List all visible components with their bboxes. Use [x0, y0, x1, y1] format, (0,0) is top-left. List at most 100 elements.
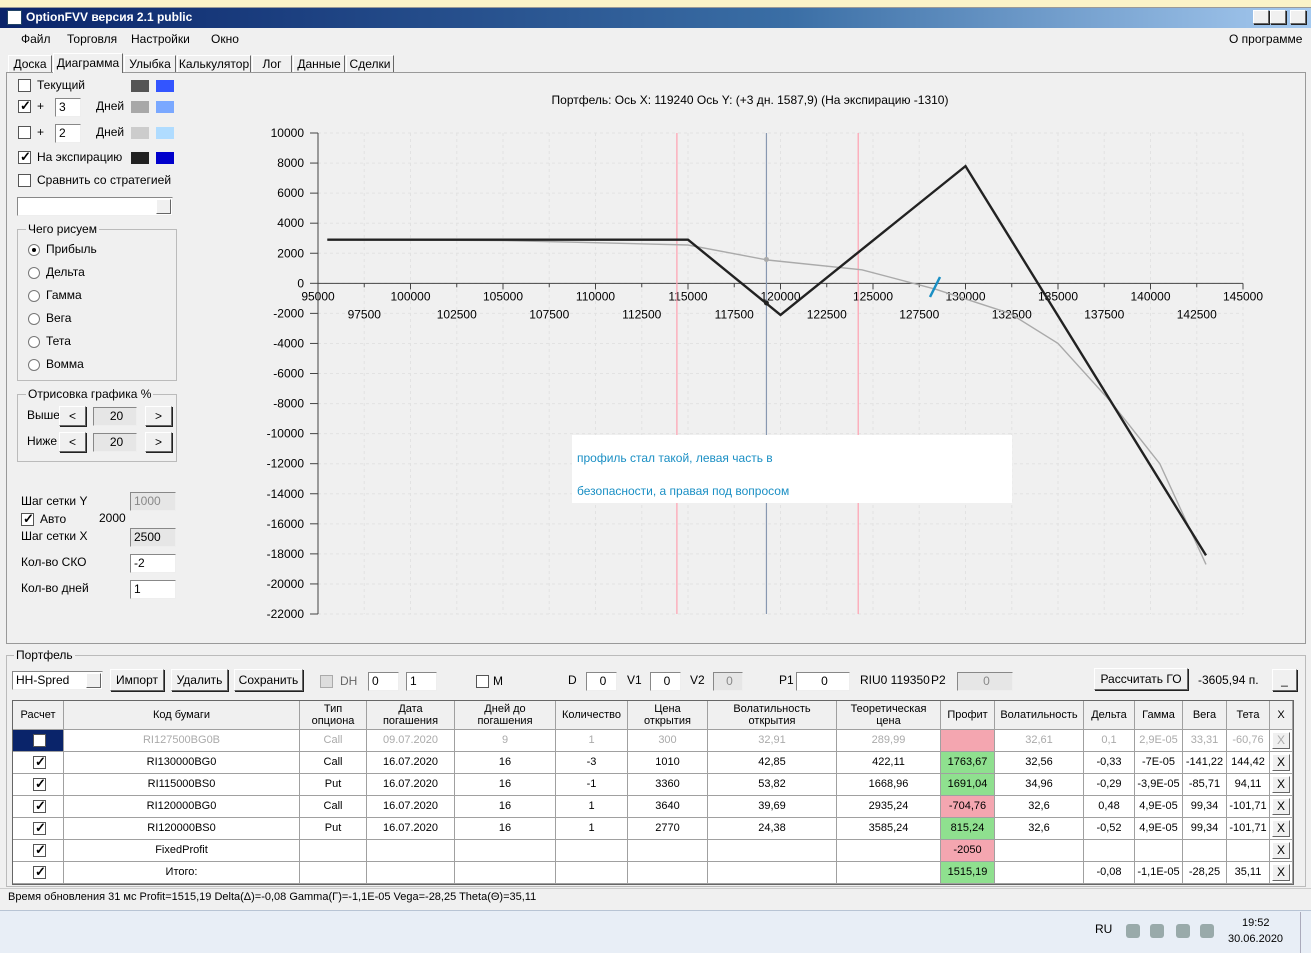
- color-swatch[interactable]: [131, 101, 149, 113]
- field-label: Кол-во СКО: [21, 555, 87, 569]
- param-input[interactable]: 0: [796, 672, 850, 691]
- checkbox[interactable]: [33, 776, 46, 792]
- checkbox[interactable]: [21, 511, 34, 527]
- checkbox[interactable]: [18, 174, 31, 187]
- checkbox[interactable]: [18, 149, 31, 165]
- table-cell: [708, 862, 837, 884]
- minimize-button[interactable]: _: [1272, 669, 1297, 691]
- header-text: Теоретическая: [850, 703, 927, 715]
- table-cell: -141,22: [1183, 752, 1227, 774]
- remove-button[interactable]: X: [1272, 820, 1290, 837]
- p2-label: P2: [931, 673, 946, 687]
- percent-input[interactable]: 20: [93, 433, 137, 452]
- percent-input[interactable]: 20: [93, 407, 137, 426]
- table-cell: [708, 840, 837, 862]
- table-cell: 300: [628, 730, 708, 752]
- checkbox[interactable]: [33, 864, 46, 880]
- remove-button[interactable]: X: [1272, 732, 1290, 749]
- color-swatch[interactable]: [131, 127, 149, 139]
- remove-button[interactable]: X: [1272, 798, 1290, 815]
- checkbox[interactable]: [476, 675, 489, 688]
- checkbox[interactable]: [33, 734, 46, 747]
- radio[interactable]: [28, 336, 40, 348]
- color-swatch[interactable]: [156, 101, 174, 113]
- inc-button[interactable]: >: [145, 406, 172, 426]
- action-button[interactable]: Импорт: [110, 669, 164, 691]
- param-input[interactable]: 0: [713, 672, 743, 691]
- checkbox[interactable]: [33, 754, 46, 770]
- param-input[interactable]: 0: [650, 672, 681, 691]
- dh-spin[interactable]: 0: [368, 672, 399, 691]
- check-cell: [13, 796, 64, 818]
- menu-item[interactable]: Окно: [211, 32, 239, 46]
- field-input[interactable]: 2500: [130, 528, 176, 547]
- checkbox[interactable]: [18, 98, 31, 114]
- tab[interactable]: Улыбка: [124, 55, 176, 73]
- table-cell: [837, 840, 941, 862]
- remove-button[interactable]: X: [1272, 754, 1290, 771]
- calc-margin-button[interactable]: Рассчитать ГО: [1094, 668, 1188, 690]
- remove-button[interactable]: X: [1272, 864, 1290, 881]
- radio[interactable]: [28, 267, 40, 279]
- remove-button[interactable]: X: [1272, 842, 1290, 859]
- action-button[interactable]: Удалить: [171, 669, 228, 691]
- field-input[interactable]: 1: [130, 580, 176, 599]
- param-input[interactable]: 0: [586, 672, 617, 691]
- radio-label: Дельта: [46, 265, 85, 279]
- menu-about[interactable]: О программе: [1229, 32, 1303, 46]
- table-cell: 39,69: [708, 796, 837, 818]
- checkbox[interactable]: [33, 798, 46, 814]
- remove-button[interactable]: X: [1272, 776, 1290, 793]
- color-swatch[interactable]: [156, 127, 174, 139]
- dh-spin[interactable]: 1: [406, 672, 437, 691]
- table-cell: 16: [455, 752, 556, 774]
- column-header: X: [1270, 701, 1293, 730]
- table-cell: 422,11: [837, 752, 941, 774]
- draw-group: [17, 229, 177, 381]
- checkbox[interactable]: [33, 820, 46, 836]
- action-button[interactable]: Сохранить: [234, 669, 303, 691]
- p2-input[interactable]: 0: [957, 672, 1013, 691]
- dec-button[interactable]: <: [59, 406, 86, 426]
- strategy-combo[interactable]: [17, 197, 173, 216]
- tab[interactable]: Данные: [293, 55, 345, 73]
- color-swatch[interactable]: [131, 80, 149, 92]
- color-swatch[interactable]: [156, 152, 174, 164]
- check-cell: [13, 862, 64, 884]
- color-swatch[interactable]: [156, 80, 174, 92]
- tab[interactable]: Калькулятор: [177, 55, 251, 73]
- window-control-button[interactable]: [1253, 10, 1269, 24]
- days-input[interactable]: 2: [55, 124, 81, 143]
- radio[interactable]: [28, 244, 40, 256]
- margin-value: -3605,94 п.: [1198, 673, 1259, 687]
- dec-button[interactable]: <: [59, 432, 86, 452]
- tray-icon: [1176, 924, 1190, 938]
- checkbox[interactable]: [18, 79, 31, 92]
- checkbox[interactable]: [18, 126, 31, 139]
- days-input[interactable]: 3: [55, 98, 81, 117]
- tab[interactable]: Сделки: [346, 55, 394, 73]
- table-cell: 09.07.2020: [367, 730, 455, 752]
- param-label: V2: [690, 673, 705, 687]
- tab[interactable]: Доска: [8, 55, 52, 73]
- window-control-button[interactable]: [1270, 10, 1286, 24]
- color-swatch[interactable]: [131, 152, 149, 164]
- check-cell: [13, 840, 64, 862]
- checkbox[interactable]: [320, 675, 333, 688]
- tab[interactable]: Диаграмма: [53, 53, 123, 73]
- menu-item[interactable]: Настройки: [131, 32, 190, 46]
- grid-y-input[interactable]: 1000: [130, 492, 176, 511]
- checkbox[interactable]: [33, 842, 46, 858]
- tab[interactable]: Лог: [252, 55, 292, 73]
- table-cell: -3,9E-05: [1135, 774, 1183, 796]
- radio[interactable]: [28, 290, 40, 302]
- menu-item[interactable]: Торговля: [67, 32, 118, 46]
- radio[interactable]: [28, 313, 40, 325]
- radio[interactable]: [28, 359, 40, 371]
- header-text: Цена: [654, 703, 681, 715]
- window-control-button[interactable]: [1290, 10, 1306, 24]
- inc-button[interactable]: >: [145, 432, 172, 452]
- menu-item[interactable]: Файл: [21, 32, 51, 46]
- field-input[interactable]: -2: [130, 554, 176, 573]
- strategy-select[interactable]: HH-Spred: [12, 671, 103, 690]
